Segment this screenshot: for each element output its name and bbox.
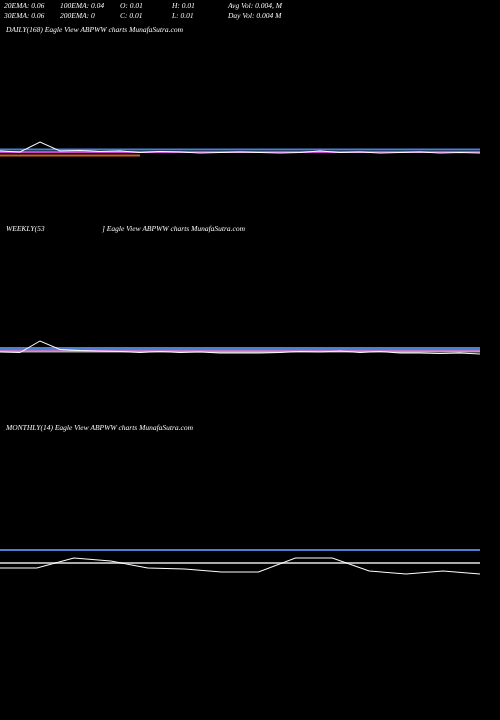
price-line xyxy=(0,141,481,154)
header-stat: 200EMA: 0 xyxy=(60,11,95,20)
header-stat: 100EMA: 0.04 xyxy=(60,1,104,10)
header-stat: L: 0.01 xyxy=(171,11,194,20)
header-stat: H: 0.01 xyxy=(171,1,195,10)
price-line xyxy=(0,340,481,355)
panel-title: DAILY(168) Eagle View ABPWW charts Munaf… xyxy=(5,25,184,34)
panel-title: MONTHLY(14) Eagle View ABPWW charts Muna… xyxy=(5,423,194,432)
price-line xyxy=(0,557,481,575)
header-stat: C: 0.01 xyxy=(120,11,143,20)
panel-title: WEEKLY(53 xyxy=(6,224,45,233)
header-stat: 30EMA: 0.06 xyxy=(3,11,45,20)
header-stat: O: 0.01 xyxy=(120,1,143,10)
header-stat: Avg Vol: 0.004, M xyxy=(227,1,283,10)
panel-subtitle: ] Eagle View ABPWW charts MunafaSutra.co… xyxy=(101,224,246,233)
header-stat: Day Vol: 0.004 M xyxy=(227,11,282,20)
header-stat: 20EMA: 0.06 xyxy=(4,1,45,10)
